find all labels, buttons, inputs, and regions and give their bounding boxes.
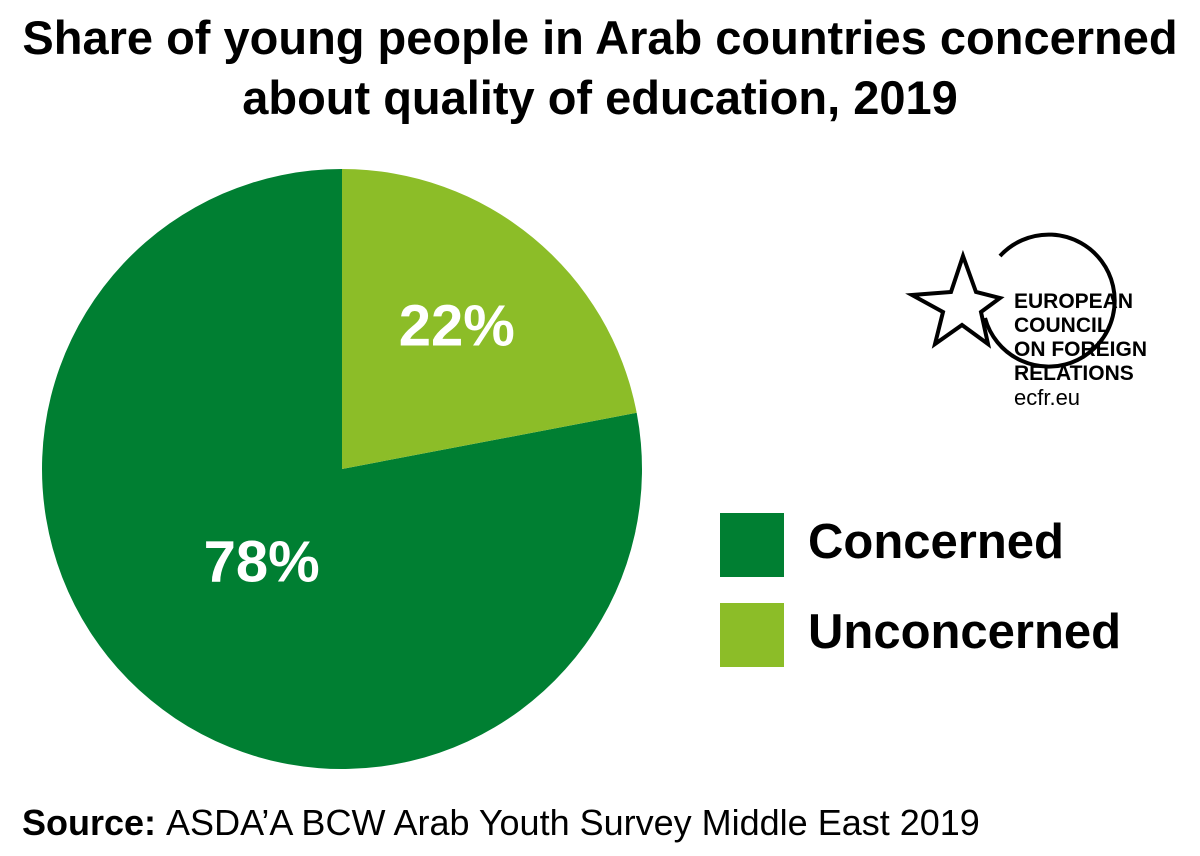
logo-text: EUROPEAN COUNCIL ON FOREIGN RELATIONS ecfr.e… — [1014, 290, 1147, 410]
legend-label: Concerned — [808, 515, 1064, 569]
source: Source: ASDA’A BCW Arab Youth Survey Midd… — [22, 802, 980, 844]
pie-slice — [41, 169, 642, 769]
logo-ring — [983, 232, 1117, 369]
logo-line: ON FOREIGN — [1014, 338, 1148, 361]
legend-swatch — [720, 513, 784, 577]
chart-title: Share of young people in Arab countries … — [22, 11, 1178, 124]
logo-mark — [905, 232, 1117, 369]
logo-line: RELATIONS — [1014, 362, 1134, 385]
slice-label: 78% — [204, 529, 320, 594]
logo-url: ecfr.eu — [1014, 385, 1081, 410]
source-text: ASDA’A BCW Arab Youth Survey Middle East… — [166, 802, 980, 843]
logo-star — [905, 249, 1005, 349]
legend-swatch — [720, 603, 784, 667]
logo-line: COUNCIL — [1014, 314, 1110, 337]
source-label: Source: — [22, 802, 157, 843]
slice-label: 22% — [399, 294, 515, 359]
pie-slice — [342, 169, 637, 469]
logo-line: EUROPEAN — [1014, 290, 1134, 313]
legend-label: Unconcerned — [808, 605, 1121, 659]
